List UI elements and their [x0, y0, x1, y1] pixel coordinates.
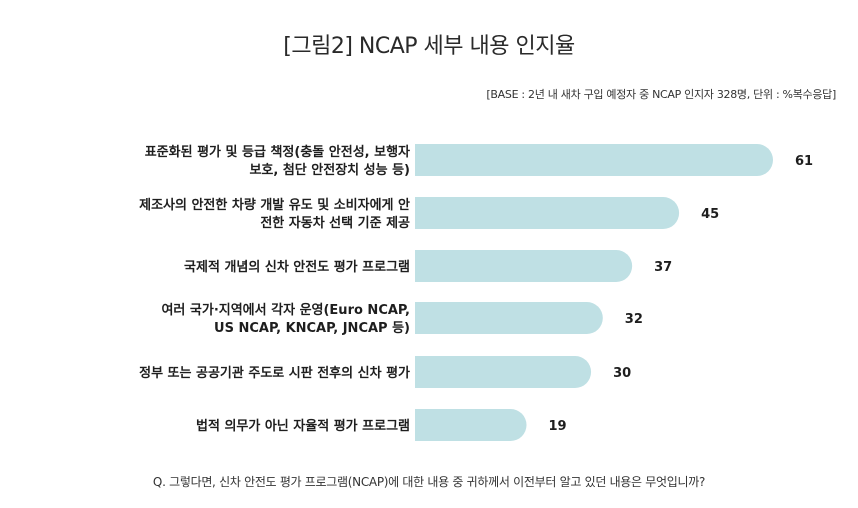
- chart-title: [그림2] NCAP 세부 내용 인지율: [283, 34, 575, 59]
- bar: [415, 250, 633, 282]
- bar: [415, 197, 680, 229]
- value-label: 45: [701, 207, 719, 222]
- value-label: 61: [795, 154, 813, 169]
- category-label: 여러 국가·지역에서 각자 운영(Euro NCAP, US NCAP, KNCA…: [161, 302, 410, 336]
- value-label: 30: [613, 366, 631, 381]
- category-label: 국제적 개념의 신차 안전도 평가 프로그램: [184, 259, 410, 275]
- survey-question: Q. 그렇다면, 신차 안전도 평가 프로그램(NCAP)에 대한 내용 중 귀…: [152, 475, 706, 489]
- bar: [415, 302, 603, 334]
- category-label: 제조사의 안전한 차량 개발 유도 및 소비자에게 안 전한 자동차 선택 기준 …: [139, 197, 410, 231]
- value-label: 37: [654, 260, 672, 275]
- bar: [415, 356, 592, 388]
- chart-subtitle: [BASE : 2년 내 새차 구입 예정자 중 NCAP 인지자 328명, …: [486, 88, 836, 101]
- category-label: 표준화된 평가 및 등급 책정(충돌 안전성, 보행자 보호, 첨단 안전장치 성…: [145, 144, 410, 178]
- bar: [415, 409, 527, 441]
- bar: [415, 144, 773, 176]
- value-label: 19: [549, 419, 567, 434]
- bar-chart: 61 표준화된 평가 및 등급 책정(충돌 안전성, 보행자 보호, 첨단 안전장치…: [139, 144, 813, 441]
- category-label: 법적 의무가 아닌 자율적 평가 프로그램: [196, 418, 410, 434]
- category-label: 정부 또는 공공기관 주도로 시판 전후의 신차 평가: [139, 365, 410, 381]
- value-label: 32: [625, 312, 643, 327]
